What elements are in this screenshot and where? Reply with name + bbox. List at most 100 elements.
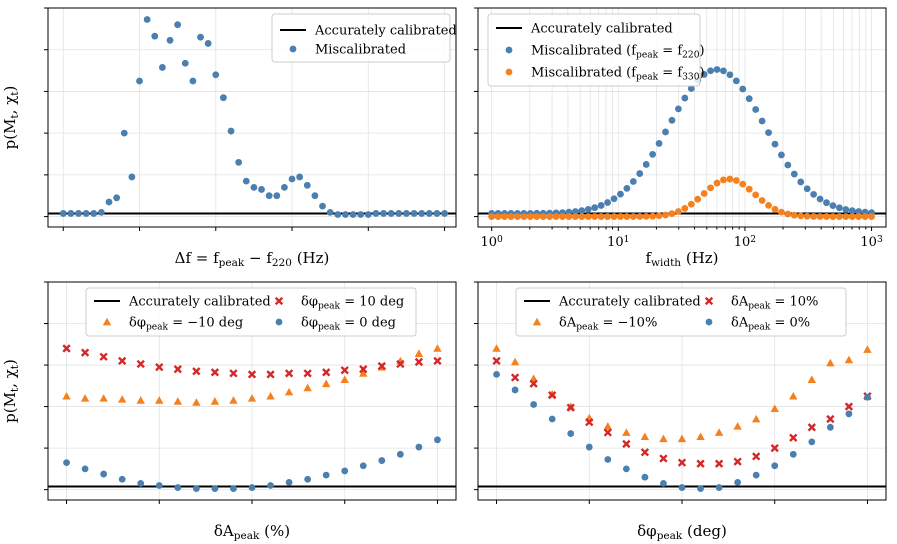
panel-b: 100 101 102 103 fwidth (Hz) Accurately calibr… [474,7,887,269]
data-point [629,178,637,185]
data-point [567,430,575,437]
panel-a: Δf = fpeak − f220 (Hz) p(Mt, χt) Accuratel… [1,7,457,269]
data-point [807,423,816,432]
data-point [714,459,724,468]
data-point [810,191,818,198]
data-point [571,213,579,220]
legend: Accurately calibrated δApeak = −10% δApeak… [515,287,847,337]
data-point [510,373,520,382]
data-point [492,356,501,366]
data-point [771,205,779,213]
data-point [334,211,342,218]
data-point [778,151,785,159]
data-point [284,369,294,378]
data-point [810,213,818,220]
data-point [842,206,850,213]
data-point [425,210,433,217]
data-point [378,457,386,464]
data-point [636,170,644,177]
data-point [662,211,669,219]
data-point [745,95,753,103]
data-point [707,184,714,192]
series-0 [62,344,442,406]
data-point [675,208,682,215]
data-point [713,66,721,73]
data-point [649,212,657,220]
data-point [655,140,663,147]
data-point [158,64,166,71]
data-point [265,192,273,200]
data-point [418,210,426,217]
data-point [113,194,121,202]
series-0 [488,66,875,217]
legend-marker [289,45,297,53]
data-point [359,369,368,377]
data-point [713,179,721,187]
data-point [415,443,423,451]
data-point [340,366,349,375]
data-point [410,210,418,217]
data-point [807,375,817,383]
data-point [770,443,779,453]
data-point [861,213,869,220]
data-point [63,459,70,467]
data-point [726,175,734,183]
data-point [81,465,89,473]
data-point [539,213,547,220]
data-point [734,478,742,486]
data-point [845,410,853,418]
data-point [229,369,238,378]
data-point [855,208,863,215]
data-point [281,183,288,191]
data-point [640,448,650,457]
data-point [284,387,294,396]
data-point [501,213,508,220]
legend-box [85,287,417,337]
data-point [640,432,650,441]
data-point [823,199,830,207]
data-point [752,452,761,461]
data-point [697,485,704,492]
data-point [617,213,624,220]
data-point [758,197,766,204]
data-point [863,345,872,353]
data-point [752,106,760,113]
data-point [696,459,705,468]
data-point [668,210,676,218]
data-point [687,85,695,92]
data-point [842,213,850,220]
data-point [82,210,90,217]
data-point [864,393,871,401]
data-point [433,210,441,217]
data-point [733,422,742,430]
data-point [97,209,105,216]
data-point [778,208,785,216]
data-point [733,457,742,466]
data-point [174,21,182,29]
data-point [789,433,798,442]
data-point [99,394,108,402]
series-1 [488,175,875,220]
data-point [387,210,395,217]
data-point [151,32,159,40]
data-point [155,482,163,489]
data-point [75,210,82,217]
legend-label: Miscalibrated (fpeak = f220) [531,44,705,61]
data-point [797,212,805,220]
data-point [155,362,164,372]
data-point [414,349,424,357]
data-point [789,450,797,458]
legend-label: Accurately calibrated [128,295,271,310]
data-point [584,205,592,213]
data-point [510,357,520,366]
data-point [649,150,657,158]
data-point [488,213,496,220]
legend-label: Accurately calibrated [558,295,701,310]
data-point [285,478,293,486]
data-point [548,391,557,400]
panel-c: δApeak (%) p(Mt, χt) Accurately calibrated… [1,281,457,542]
data-point [137,479,145,487]
data-point [441,210,448,217]
data-point [797,178,805,186]
data-point [803,212,811,220]
